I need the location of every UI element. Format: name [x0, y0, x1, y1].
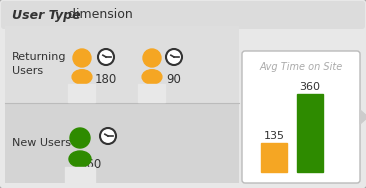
Circle shape	[70, 128, 90, 148]
Circle shape	[73, 49, 91, 67]
Text: Avg Time on Site: Avg Time on Site	[259, 62, 343, 72]
FancyBboxPatch shape	[1, 1, 365, 29]
Text: 90: 90	[167, 73, 182, 86]
Text: 360: 360	[79, 158, 101, 171]
Text: 135: 135	[264, 131, 284, 141]
Text: 360: 360	[299, 82, 321, 92]
Ellipse shape	[69, 151, 91, 167]
Circle shape	[143, 49, 161, 67]
Bar	[5, 103, 239, 183]
Circle shape	[100, 128, 116, 144]
Text: 180: 180	[95, 73, 117, 86]
Text: dimension: dimension	[64, 8, 133, 21]
Bar	[68, 84, 96, 102]
Ellipse shape	[72, 70, 92, 84]
Text: Returning
Users: Returning Users	[12, 52, 67, 76]
Circle shape	[166, 49, 182, 65]
Bar	[297, 94, 323, 172]
FancyBboxPatch shape	[242, 51, 360, 183]
Bar	[138, 84, 165, 102]
Bar	[261, 143, 287, 172]
Bar	[65, 167, 95, 187]
Bar	[5, 26, 239, 103]
Ellipse shape	[142, 70, 162, 84]
Text: New Users: New Users	[12, 138, 71, 148]
Polygon shape	[360, 110, 366, 124]
Circle shape	[98, 49, 114, 65]
Text: User Type: User Type	[12, 8, 81, 21]
